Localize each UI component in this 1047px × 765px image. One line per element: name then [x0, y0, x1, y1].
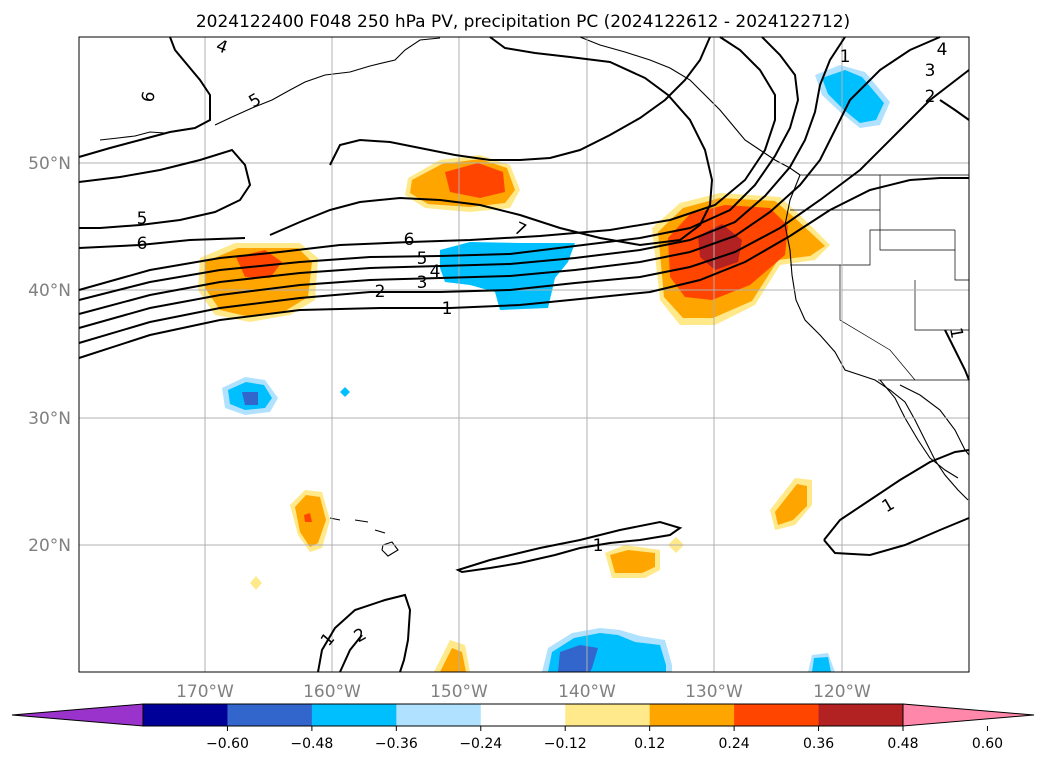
colorbar-tick-label: −0.12 [544, 736, 587, 752]
colorbar-segment [311, 704, 397, 726]
pv-contours [78, 36, 970, 673]
pv-contour-southwest [317, 593, 412, 673]
state-border [879, 175, 969, 281]
colorbar-tick-label: 0.24 [719, 736, 750, 752]
state-border [790, 229, 955, 266]
pv-contour-southeast [823, 449, 970, 557]
pv-contour-5b [78, 148, 252, 229]
contour-label: 1 [442, 299, 453, 319]
pv-contour-6 [78, 36, 776, 291]
lon-label-140w: 140°W [558, 682, 616, 702]
contour-label: 1 [945, 326, 967, 340]
baja-california [879, 379, 959, 479]
colorbar-tick-label: −0.24 [459, 736, 502, 752]
hawaii-islands [329, 517, 399, 557]
longitude-labels: 170°W 160°W 150°W 140°W 130°W 120°W [176, 682, 871, 702]
colorbar-frame [142, 703, 904, 727]
contour-label: 4 [430, 262, 441, 282]
colorbar-tick-label: 0.48 [887, 736, 918, 752]
map-background [79, 37, 969, 672]
state-border [839, 265, 969, 381]
precip-cell-48n-150w [445, 163, 505, 198]
west-coast-na [784, 174, 969, 501]
map-frame [78, 36, 970, 673]
colorbar-segment [396, 704, 482, 726]
lon-label-170w: 170°W [176, 682, 234, 702]
precip-neg-32n-164w [242, 392, 258, 405]
contour-label: 6 [138, 90, 160, 104]
pv-contour-7 [269, 36, 714, 247]
precip-dot-17n-165w [250, 576, 262, 590]
lon-label-120w: 120°W [813, 682, 871, 702]
precip-cell-43n-130w [698, 224, 742, 270]
pv-contour-7b [329, 36, 711, 166]
precip-cell-19n-137w [610, 550, 655, 573]
precip-cell-22n-124w [775, 484, 807, 525]
precip-neg-32n-164w [340, 387, 350, 397]
colorbar-segment [649, 704, 735, 726]
lon-label-160w: 160°W [303, 682, 361, 702]
contour-label: 1 [593, 536, 604, 556]
precip-neg-11n-122w [812, 657, 831, 672]
contour-label: 5 [417, 249, 428, 269]
contour-label: 3 [417, 273, 428, 293]
colorbar-tick-label: 0.36 [803, 736, 834, 752]
contour-label: 6 [137, 234, 148, 254]
precip-cell-22n-161w [304, 513, 312, 522]
pv-contour-3 [78, 36, 941, 329]
colorbar-tick-label: −0.60 [206, 736, 249, 752]
pv-contour-ne-small [939, 99, 970, 121]
pv-contour-southwest2 [339, 634, 363, 673]
lon-label-150w: 150°W [430, 682, 488, 702]
political-borders [790, 174, 969, 381]
colorbar-tick-label: −0.48 [290, 736, 333, 752]
contour-label: 5 [137, 209, 148, 229]
colorbar-tick-label: 0.12 [634, 736, 665, 752]
precip-neg-11n-141w [558, 645, 598, 672]
map-panel: 6 5 6 5 4 7 6 5 4 3 2 1 1 2 3 4 1 1 1 2 … [78, 36, 970, 673]
gridlines [79, 37, 969, 672]
latitude-labels: 50°N 40°N 30°N 20°N [28, 154, 71, 556]
colorbar-segment [143, 704, 228, 726]
pv-contour-ne-edge [944, 329, 970, 381]
colorbar-segment [227, 704, 313, 726]
colorbar-extend-low [11, 703, 144, 727]
contour-label: 2 [925, 87, 936, 107]
colorbar-segment [818, 704, 904, 726]
pv-contour-1 [78, 177, 969, 359]
contour-label: 2 [375, 282, 386, 302]
contour-label: 3 [925, 61, 936, 81]
contour-label: 6 [404, 230, 415, 250]
colorbar-tick-label: 0.60 [972, 736, 1003, 752]
plot-title: 2024122400 F048 250 hPa PV, precipitatio… [196, 12, 850, 32]
colorbar-segment [734, 704, 820, 726]
pv-contour-low-lat [455, 520, 683, 574]
colorbar-segment [480, 704, 566, 726]
pv-contour-6c [78, 237, 246, 249]
pv-contour-5 [78, 36, 800, 301]
lon-label-130w: 130°W [685, 682, 743, 702]
lat-label-40n: 40°N [28, 281, 71, 301]
lat-label-50n: 50°N [28, 154, 71, 174]
colorbar-tick-label: −0.36 [375, 736, 418, 752]
alaska-coast [214, 37, 441, 126]
lat-label-30n: 30°N [28, 409, 71, 429]
contour-label: 4 [937, 40, 948, 60]
pv-contour-6b [78, 36, 211, 158]
colorbar-extend-high [902, 703, 1035, 727]
lat-label-20n: 20°N [28, 536, 71, 556]
precip-cell-42n-168w [236, 250, 282, 278]
contour-label: 1 [840, 47, 851, 67]
colorbar-segment [565, 704, 651, 726]
pv-contour-2 [78, 69, 970, 344]
colorbar: −0.60 −0.48 −0.36 −0.24 −0.12 0.12 0.24 0.36 0.4… [11, 703, 1035, 752]
pv-contour-4 [78, 36, 846, 315]
